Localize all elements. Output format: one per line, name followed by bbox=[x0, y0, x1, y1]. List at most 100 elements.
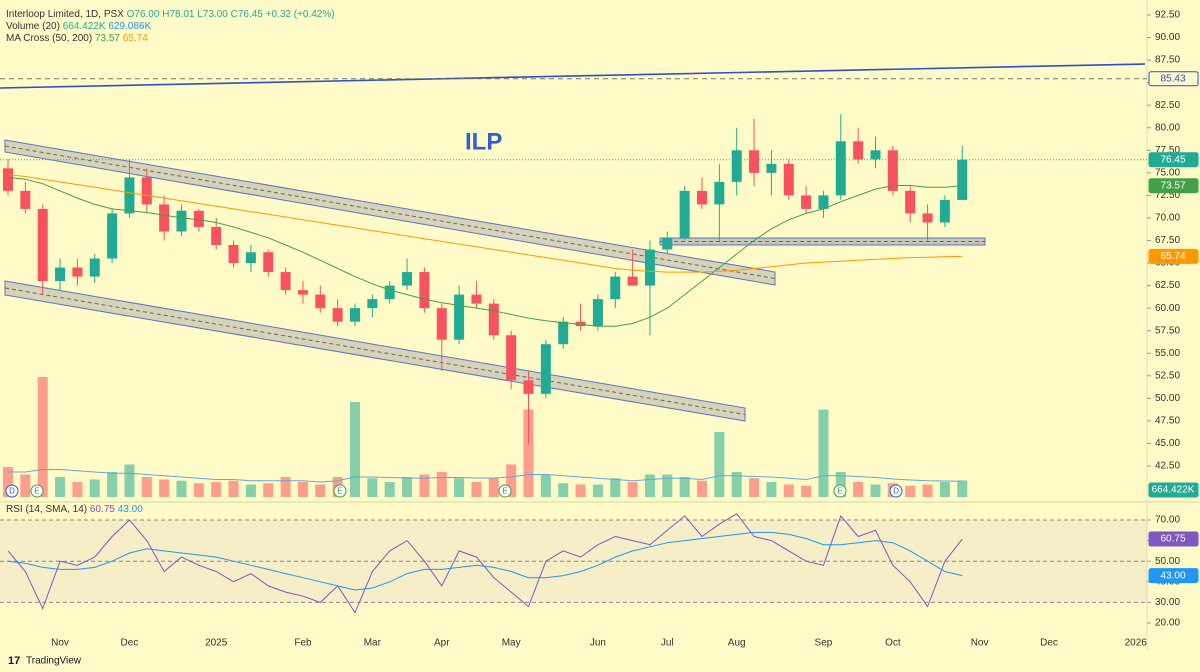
volume-bar bbox=[558, 483, 569, 497]
candle-body bbox=[159, 204, 170, 232]
volume-bar bbox=[853, 482, 864, 497]
candle-body bbox=[783, 163, 794, 196]
candle-body bbox=[367, 299, 378, 309]
volume-last: 664.422K bbox=[63, 21, 106, 32]
candle-body bbox=[454, 294, 465, 340]
candle-body bbox=[818, 195, 829, 209]
lower-channel bbox=[4, 280, 746, 422]
event-label: E bbox=[837, 487, 842, 496]
candle-body bbox=[592, 299, 603, 327]
header-line: MA Cross (50, 200) 73.57 65.74 bbox=[6, 33, 148, 44]
volume-bar bbox=[506, 464, 517, 497]
y-tick-label: 75.00 bbox=[1155, 167, 1180, 178]
event-marker bbox=[889, 484, 903, 498]
volume-bar bbox=[3, 467, 13, 497]
candle-body bbox=[731, 150, 742, 182]
candle-body bbox=[193, 210, 204, 227]
ohlc-high: H78.01 bbox=[162, 9, 195, 20]
brand-mark: 17 bbox=[8, 655, 20, 667]
candle-body bbox=[644, 249, 655, 286]
volume-bar bbox=[454, 478, 465, 497]
candle-body bbox=[749, 150, 760, 173]
candle-body bbox=[870, 150, 881, 160]
candle-body bbox=[627, 276, 638, 286]
candle-body bbox=[176, 210, 187, 232]
y-tick-label: 57.50 bbox=[1155, 325, 1180, 336]
candle-body bbox=[714, 181, 725, 205]
volume-bar bbox=[20, 474, 31, 497]
volume-bar bbox=[55, 477, 66, 497]
y-tick-label: 80.00 bbox=[1155, 122, 1180, 133]
ma-line bbox=[7, 176, 963, 327]
candle-body bbox=[228, 245, 239, 264]
volume-bar bbox=[575, 484, 586, 497]
volume-bar bbox=[766, 482, 777, 497]
y-tick-label: 42.50 bbox=[1155, 461, 1180, 472]
volume-bar bbox=[159, 479, 170, 497]
volume-bar bbox=[523, 409, 534, 497]
candle-body bbox=[297, 290, 308, 295]
price-box-label: 664.422K bbox=[1152, 485, 1195, 496]
x-tick-label: Jun bbox=[590, 638, 606, 649]
candle-body bbox=[471, 294, 482, 304]
price-box-label: 65.74 bbox=[1160, 251, 1185, 262]
candle-body bbox=[280, 272, 291, 291]
candle-body bbox=[332, 308, 343, 322]
candle-body bbox=[662, 237, 673, 250]
event-marker bbox=[5, 484, 19, 498]
header-line: Interloop Limited, 1D, PSX O76.00 H78.01… bbox=[6, 9, 335, 20]
volume-bar bbox=[193, 483, 204, 497]
event-marker bbox=[498, 484, 512, 498]
price-box-label: 43.00 bbox=[1160, 570, 1185, 581]
candle-body bbox=[55, 267, 66, 282]
volume-bar bbox=[245, 484, 256, 497]
rsi-tick-label: 20.00 bbox=[1155, 618, 1180, 629]
candle-body bbox=[436, 308, 447, 340]
x-tick-label: Mar bbox=[364, 638, 382, 649]
volume-ma-last: 629.086K bbox=[108, 21, 151, 32]
price-box bbox=[1148, 71, 1199, 87]
candle-body bbox=[211, 226, 222, 246]
y-tick-label: 77.50 bbox=[1155, 145, 1180, 156]
symbol: Interloop Limited, 1D, PSX bbox=[6, 9, 124, 20]
candle-body bbox=[922, 213, 933, 223]
y-tick-label: 60.00 bbox=[1155, 303, 1180, 314]
price-box-label: 60.75 bbox=[1160, 534, 1185, 545]
x-tick-label: Nov bbox=[51, 638, 69, 649]
y-tick-label: 50.00 bbox=[1155, 393, 1180, 404]
volume-bar bbox=[627, 482, 638, 497]
event-label: E bbox=[502, 487, 507, 496]
candle-body bbox=[540, 344, 551, 394]
volume-bar bbox=[176, 480, 187, 497]
volume-bar bbox=[263, 483, 274, 497]
candle-body bbox=[350, 308, 360, 322]
volume-bar bbox=[835, 472, 846, 497]
candle-body bbox=[3, 168, 13, 191]
y-tick-label: 45.00 bbox=[1155, 438, 1180, 449]
volume-title: Volume (20) bbox=[6, 21, 60, 32]
upper-channel bbox=[4, 139, 776, 286]
volume-bar bbox=[870, 484, 881, 497]
candle-body bbox=[887, 150, 898, 191]
event-label: E bbox=[337, 487, 342, 496]
annotation: ILP bbox=[465, 128, 502, 155]
candle-body bbox=[124, 177, 135, 214]
candle-body bbox=[107, 213, 118, 259]
candle-body bbox=[20, 190, 31, 209]
candle-body bbox=[558, 321, 569, 345]
candle-body bbox=[766, 163, 777, 173]
y-tick-label: 55.00 bbox=[1155, 348, 1180, 359]
y-tick-label: 67.50 bbox=[1155, 235, 1180, 246]
volume-bar bbox=[72, 482, 83, 497]
x-tick-label: Sep bbox=[815, 638, 833, 649]
header-line: RSI (14, SMA, 14) 60.75 43.00 bbox=[6, 504, 143, 515]
y-tick-label: 70.00 bbox=[1155, 213, 1180, 224]
event-label: D bbox=[893, 487, 899, 496]
volume-bar bbox=[141, 477, 152, 497]
candle-body bbox=[72, 267, 83, 277]
rsi-tick-label: 70.00 bbox=[1155, 515, 1180, 526]
y-tick-label: 92.50 bbox=[1155, 10, 1180, 21]
candle-body bbox=[679, 190, 690, 238]
price-box-label: 73.57 bbox=[1160, 180, 1185, 191]
